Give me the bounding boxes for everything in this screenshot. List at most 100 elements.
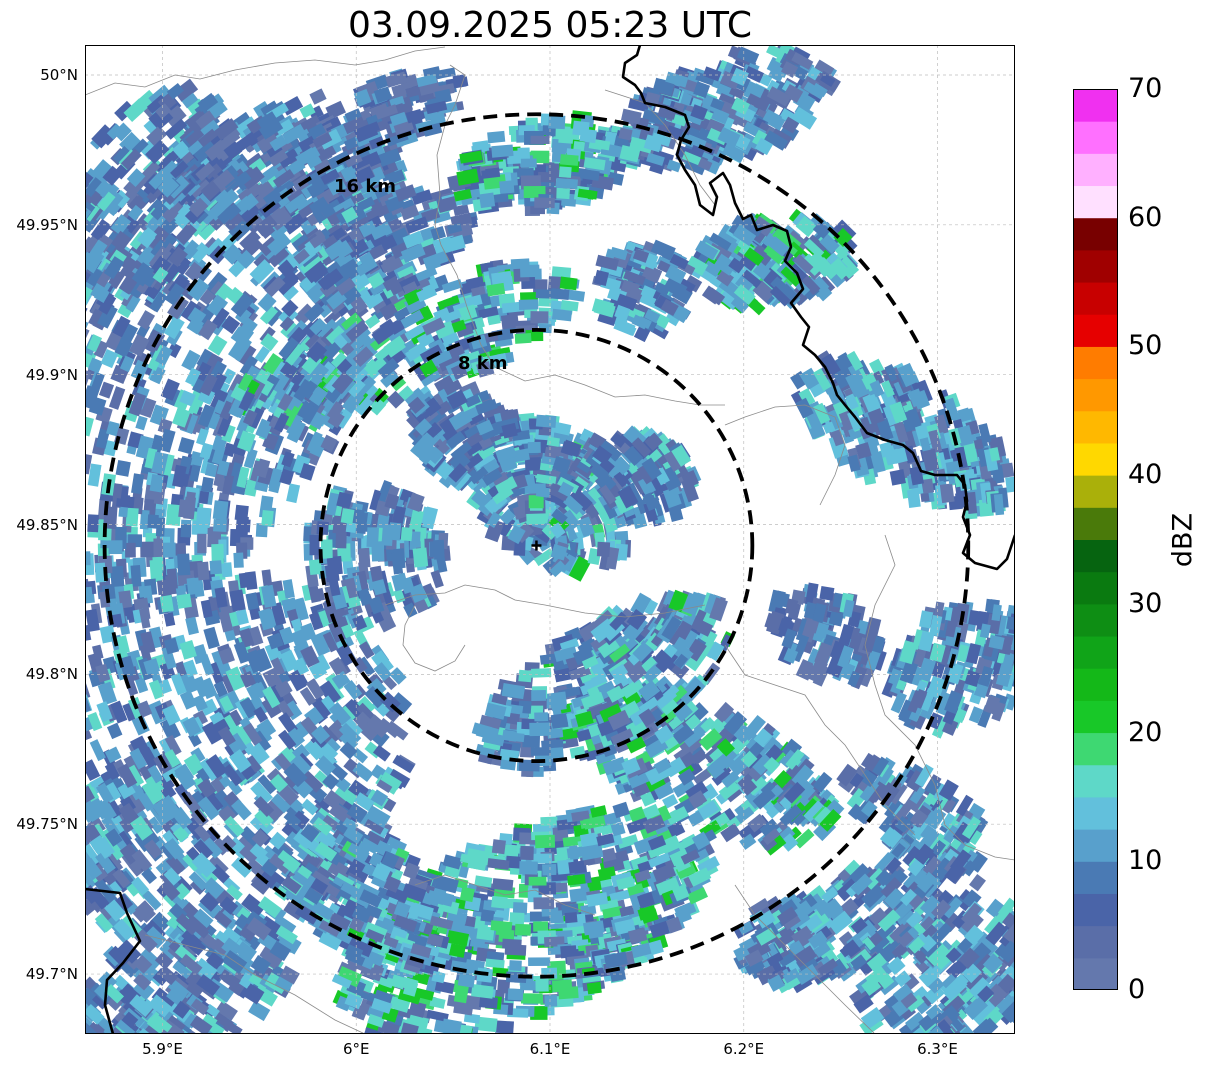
echo-cell — [85, 586, 94, 603]
echo-cell — [178, 499, 190, 518]
map-title: 03.09.2025 05:23 UTC — [347, 5, 753, 46]
echo-cell — [306, 431, 323, 454]
echo-cell — [358, 547, 371, 568]
echo-cell — [112, 315, 131, 338]
echo-cell — [254, 345, 271, 364]
echo-cell — [98, 381, 115, 399]
echo-cell — [210, 280, 226, 298]
echo-cell — [115, 459, 131, 477]
echo-cell — [147, 514, 159, 529]
echo-cell — [559, 276, 578, 291]
echo-cell — [221, 562, 233, 578]
echo-cell — [226, 286, 245, 305]
echo-cell — [179, 390, 196, 407]
echo-cell — [85, 608, 100, 632]
echo-cell — [235, 342, 257, 366]
echo-cell — [530, 668, 552, 678]
echo-cell — [499, 180, 515, 194]
echo-cell — [572, 120, 590, 137]
echo-cell — [535, 486, 551, 498]
echo-cell — [95, 303, 118, 329]
echo-cell — [479, 192, 496, 209]
echo-cell — [283, 700, 303, 721]
echo-cell — [137, 310, 156, 330]
echo-cell — [189, 464, 201, 483]
echo-cell — [281, 451, 295, 468]
echo-cell — [268, 467, 282, 491]
echo-cell — [514, 332, 532, 344]
echo-cell — [211, 543, 224, 564]
echo-cell — [198, 490, 210, 505]
echo-cell — [335, 531, 347, 549]
echo-cell — [213, 518, 227, 533]
echo-cell — [172, 407, 191, 428]
echo-cell — [94, 562, 107, 583]
echo-cell — [255, 458, 271, 479]
echo-cell — [204, 237, 225, 258]
echo-cell — [535, 414, 557, 428]
echo-cell — [237, 430, 256, 452]
echo-cell — [388, 522, 402, 541]
echo-cell — [106, 420, 120, 437]
echo-cell — [548, 115, 566, 130]
echo-cell — [85, 624, 92, 642]
echo-cell — [108, 386, 126, 410]
echo-cell — [152, 556, 164, 571]
echo-cell — [491, 144, 514, 158]
echo-cell — [217, 413, 233, 437]
echo-cell — [249, 813, 274, 837]
echo-cell — [196, 348, 213, 369]
echo-cell — [501, 729, 518, 742]
echo-cell — [239, 354, 259, 377]
echo-cell — [160, 378, 180, 401]
echo-cell — [529, 722, 551, 737]
echo-cell — [156, 579, 169, 596]
echo-cell — [165, 504, 182, 526]
echo-cell — [530, 311, 549, 324]
echo-cell — [299, 103, 316, 119]
echo-cell — [325, 100, 346, 120]
echo-cell — [135, 415, 148, 431]
echo-cell — [190, 242, 211, 264]
echo-cell — [180, 300, 202, 323]
echo-cell — [259, 305, 279, 325]
echo-cell — [264, 276, 286, 298]
echo-cell — [87, 463, 102, 487]
echo-cell — [323, 309, 342, 327]
echo-cell — [95, 428, 110, 449]
echo-cell — [93, 340, 109, 359]
echo-cell — [558, 166, 572, 178]
echo-cell — [223, 442, 237, 458]
echo-cell — [199, 373, 218, 397]
echo-cell — [268, 246, 290, 268]
echo-cell — [239, 229, 261, 252]
echo-cell — [340, 508, 355, 525]
echo-cell — [181, 349, 201, 372]
echo-cell — [131, 473, 145, 495]
echo-cell — [207, 335, 228, 356]
echo-cell — [267, 232, 292, 256]
echo-cell — [212, 500, 229, 521]
echo-cell — [393, 548, 406, 569]
echo-cell — [260, 100, 281, 119]
echo-cell — [249, 259, 275, 284]
radar-map[interactable]: 8 km 16 km — [85, 45, 1015, 1034]
echo-cell — [535, 289, 552, 299]
echo-cell — [236, 466, 250, 489]
echo-cell — [286, 483, 301, 504]
echo-cell — [211, 445, 226, 465]
echo-cell — [236, 419, 252, 441]
echo-cell — [309, 534, 320, 556]
echo-cell — [235, 307, 252, 325]
echo-cell — [412, 547, 429, 568]
echo-cell — [518, 299, 539, 310]
echo-cell — [124, 542, 136, 558]
echo-cell — [320, 434, 338, 453]
echo-cell — [130, 565, 142, 587]
echo-cell — [210, 388, 229, 411]
echo-cell — [209, 560, 223, 575]
echo-cell — [149, 473, 165, 493]
echo-cell — [550, 713, 569, 729]
echo-cell — [149, 291, 168, 313]
echo-cell — [547, 728, 564, 739]
